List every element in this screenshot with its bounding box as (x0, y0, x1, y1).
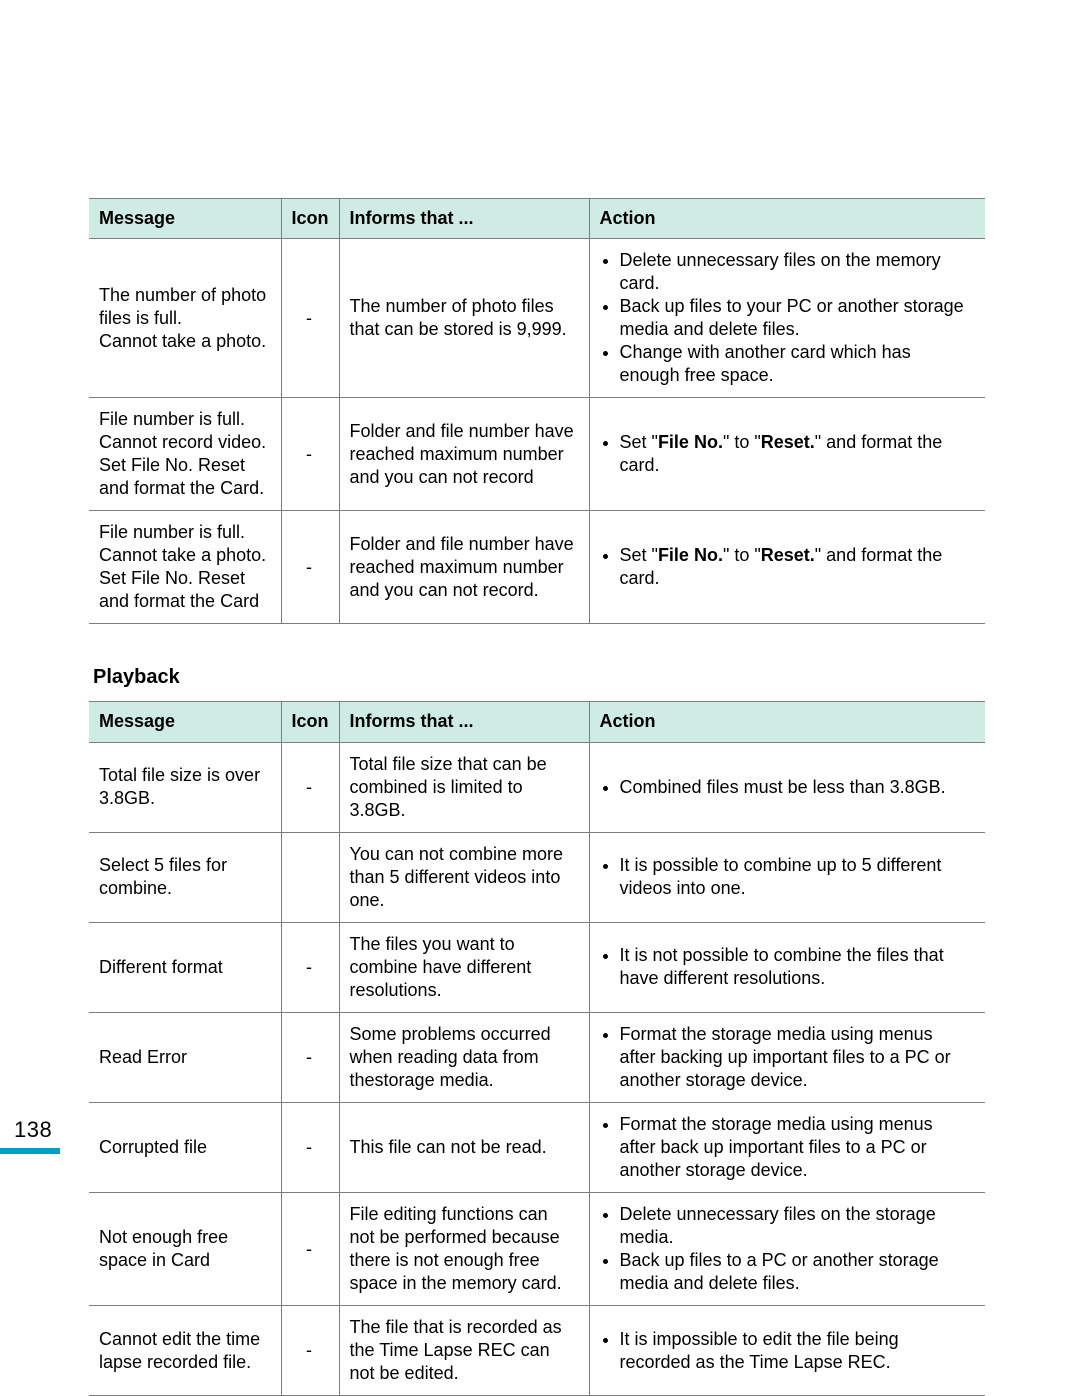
col-header-informs: Informs that ... (339, 199, 589, 239)
table-row: Read Error-Some problems occurred when r… (89, 1012, 985, 1102)
table2-body: Total file size is over 3.8GB.-Total fil… (89, 742, 985, 1396)
action-list: It is possible to combine up to 5 differ… (600, 854, 973, 900)
action-list: Format the storage media using menus aft… (600, 1023, 973, 1092)
cell-informs: The files you want to combine have diffe… (339, 922, 589, 1012)
col-header-message: Message (89, 702, 281, 742)
col-header-informs: Informs that ... (339, 702, 589, 742)
table-row: Cannot edit the time lapse recorded file… (89, 1306, 985, 1396)
action-item: Combined files must be less than 3.8GB. (620, 776, 973, 799)
action-item: Change with another card which has enoug… (620, 341, 973, 387)
col-header-icon: Icon (281, 702, 339, 742)
action-item: Set "File No." to "Reset." and format th… (620, 431, 973, 477)
action-item: Back up files to your PC or another stor… (620, 295, 973, 341)
table-header-row: Message Icon Informs that ... Action (89, 199, 985, 239)
cell-icon: - (281, 1192, 339, 1305)
cell-icon: - (281, 742, 339, 832)
action-list: Set "File No." to "Reset." and format th… (600, 544, 973, 590)
cell-action: It is possible to combine up to 5 differ… (589, 832, 985, 922)
cell-icon: - (281, 922, 339, 1012)
table-row: Not enough free space in Card-File editi… (89, 1192, 985, 1305)
cell-icon: - (281, 239, 339, 398)
cell-action: Set "File No." to "Reset." and format th… (589, 398, 985, 511)
action-list: Delete unnecessary files on the memory c… (600, 249, 973, 387)
cell-action: Combined files must be less than 3.8GB. (589, 742, 985, 832)
cell-informs: Folder and file number have reached maxi… (339, 511, 589, 624)
cell-informs: Some problems occurred when reading data… (339, 1012, 589, 1102)
cell-message: Total file size is over 3.8GB. (89, 742, 281, 832)
table-row: Total file size is over 3.8GB.-Total fil… (89, 742, 985, 832)
action-item: It is possible to combine up to 5 differ… (620, 854, 973, 900)
action-item: Format the storage media using menus aft… (620, 1113, 973, 1182)
cell-action: Format the storage media using menus aft… (589, 1012, 985, 1102)
cell-action: Delete unnecessary files on the memory c… (589, 239, 985, 398)
cell-message: Read Error (89, 1012, 281, 1102)
action-list: It is not possible to combine the files … (600, 944, 973, 990)
action-item: Back up files to a PC or another storage… (620, 1249, 973, 1295)
table-header-row: Message Icon Informs that ... Action (89, 702, 985, 742)
cell-action: Delete unnecessary files on the storage … (589, 1192, 985, 1305)
cell-informs: Folder and file number have reached maxi… (339, 398, 589, 511)
col-header-action: Action (589, 199, 985, 239)
cell-message: File number is full. Cannot record video… (89, 398, 281, 511)
table-row: The number of photo files is full. Canno… (89, 239, 985, 398)
table-row: File number is full. Cannot take a photo… (89, 511, 985, 624)
cell-informs: The file that is recorded as the Time La… (339, 1306, 589, 1396)
cell-icon: - (281, 398, 339, 511)
table-row: Select 5 files for combine. You can not c… (89, 832, 985, 922)
table-row: Corrupted file-This file can not be read… (89, 1102, 985, 1192)
cell-message: File number is full. Cannot take a photo… (89, 511, 281, 624)
accent-bar (0, 1148, 60, 1154)
col-header-icon: Icon (281, 199, 339, 239)
cell-icon: - (281, 1102, 339, 1192)
cell-informs: This file can not be read. (339, 1102, 589, 1192)
cell-informs: You can not combine more than 5 differen… (339, 832, 589, 922)
cell-icon: - (281, 1012, 339, 1102)
action-item: It is impossible to edit the file being … (620, 1328, 973, 1374)
cell-message: Cannot edit the time lapse recorded file… (89, 1306, 281, 1396)
action-list: It is impossible to edit the file being … (600, 1328, 973, 1374)
cell-message: Select 5 files for combine. (89, 832, 281, 922)
page-canvas: Message Icon Informs that ... Action The… (0, 0, 1080, 1329)
messages-table-2-playback: Message Icon Informs that ... Action Tot… (89, 701, 985, 1396)
cell-icon: - (281, 511, 339, 624)
cell-message: Not enough free space in Card (89, 1192, 281, 1305)
col-header-action: Action (589, 702, 985, 742)
cell-informs: Total file size that can be combined is … (339, 742, 589, 832)
cell-message: Different format (89, 922, 281, 1012)
page-number: 138 (14, 1117, 52, 1143)
action-list: Set "File No." to "Reset." and format th… (600, 431, 973, 477)
cell-message: The number of photo files is full. Canno… (89, 239, 281, 398)
col-header-message: Message (89, 199, 281, 239)
action-item: Delete unnecessary files on the storage … (620, 1203, 973, 1249)
action-item: It is not possible to combine the files … (620, 944, 973, 990)
cell-icon (281, 832, 339, 922)
action-item: Set "File No." to "Reset." and format th… (620, 544, 973, 590)
cell-informs: The number of photo files that can be st… (339, 239, 589, 398)
action-item: Format the storage media using menus aft… (620, 1023, 973, 1092)
action-list: Delete unnecessary files on the storage … (600, 1203, 973, 1295)
cell-action: Format the storage media using menus aft… (589, 1102, 985, 1192)
section-heading-playback: Playback (93, 666, 985, 689)
cell-action: Set "File No." to "Reset." and format th… (589, 511, 985, 624)
cell-action: It is impossible to edit the file being … (589, 1306, 985, 1396)
table1-body: The number of photo files is full. Canno… (89, 239, 985, 624)
cell-action: It is not possible to combine the files … (589, 922, 985, 1012)
cell-informs: File editing functions can not be perfor… (339, 1192, 589, 1305)
table-row: Different format-The files you want to c… (89, 922, 985, 1012)
table-row: File number is full. Cannot record video… (89, 398, 985, 511)
messages-table-1: Message Icon Informs that ... Action The… (89, 198, 985, 624)
action-item: Delete unnecessary files on the memory c… (620, 249, 973, 295)
cell-message: Corrupted file (89, 1102, 281, 1192)
cell-icon: - (281, 1306, 339, 1396)
action-list: Combined files must be less than 3.8GB. (600, 776, 973, 799)
action-list: Format the storage media using menus aft… (600, 1113, 973, 1182)
